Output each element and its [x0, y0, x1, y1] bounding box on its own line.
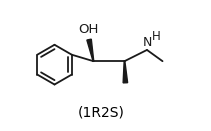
Text: OH: OH	[78, 23, 98, 36]
Text: (1R2S): (1R2S)	[78, 105, 125, 119]
Text: H: H	[152, 30, 161, 43]
Polygon shape	[123, 61, 128, 83]
Polygon shape	[87, 39, 94, 61]
Text: N: N	[143, 36, 153, 49]
